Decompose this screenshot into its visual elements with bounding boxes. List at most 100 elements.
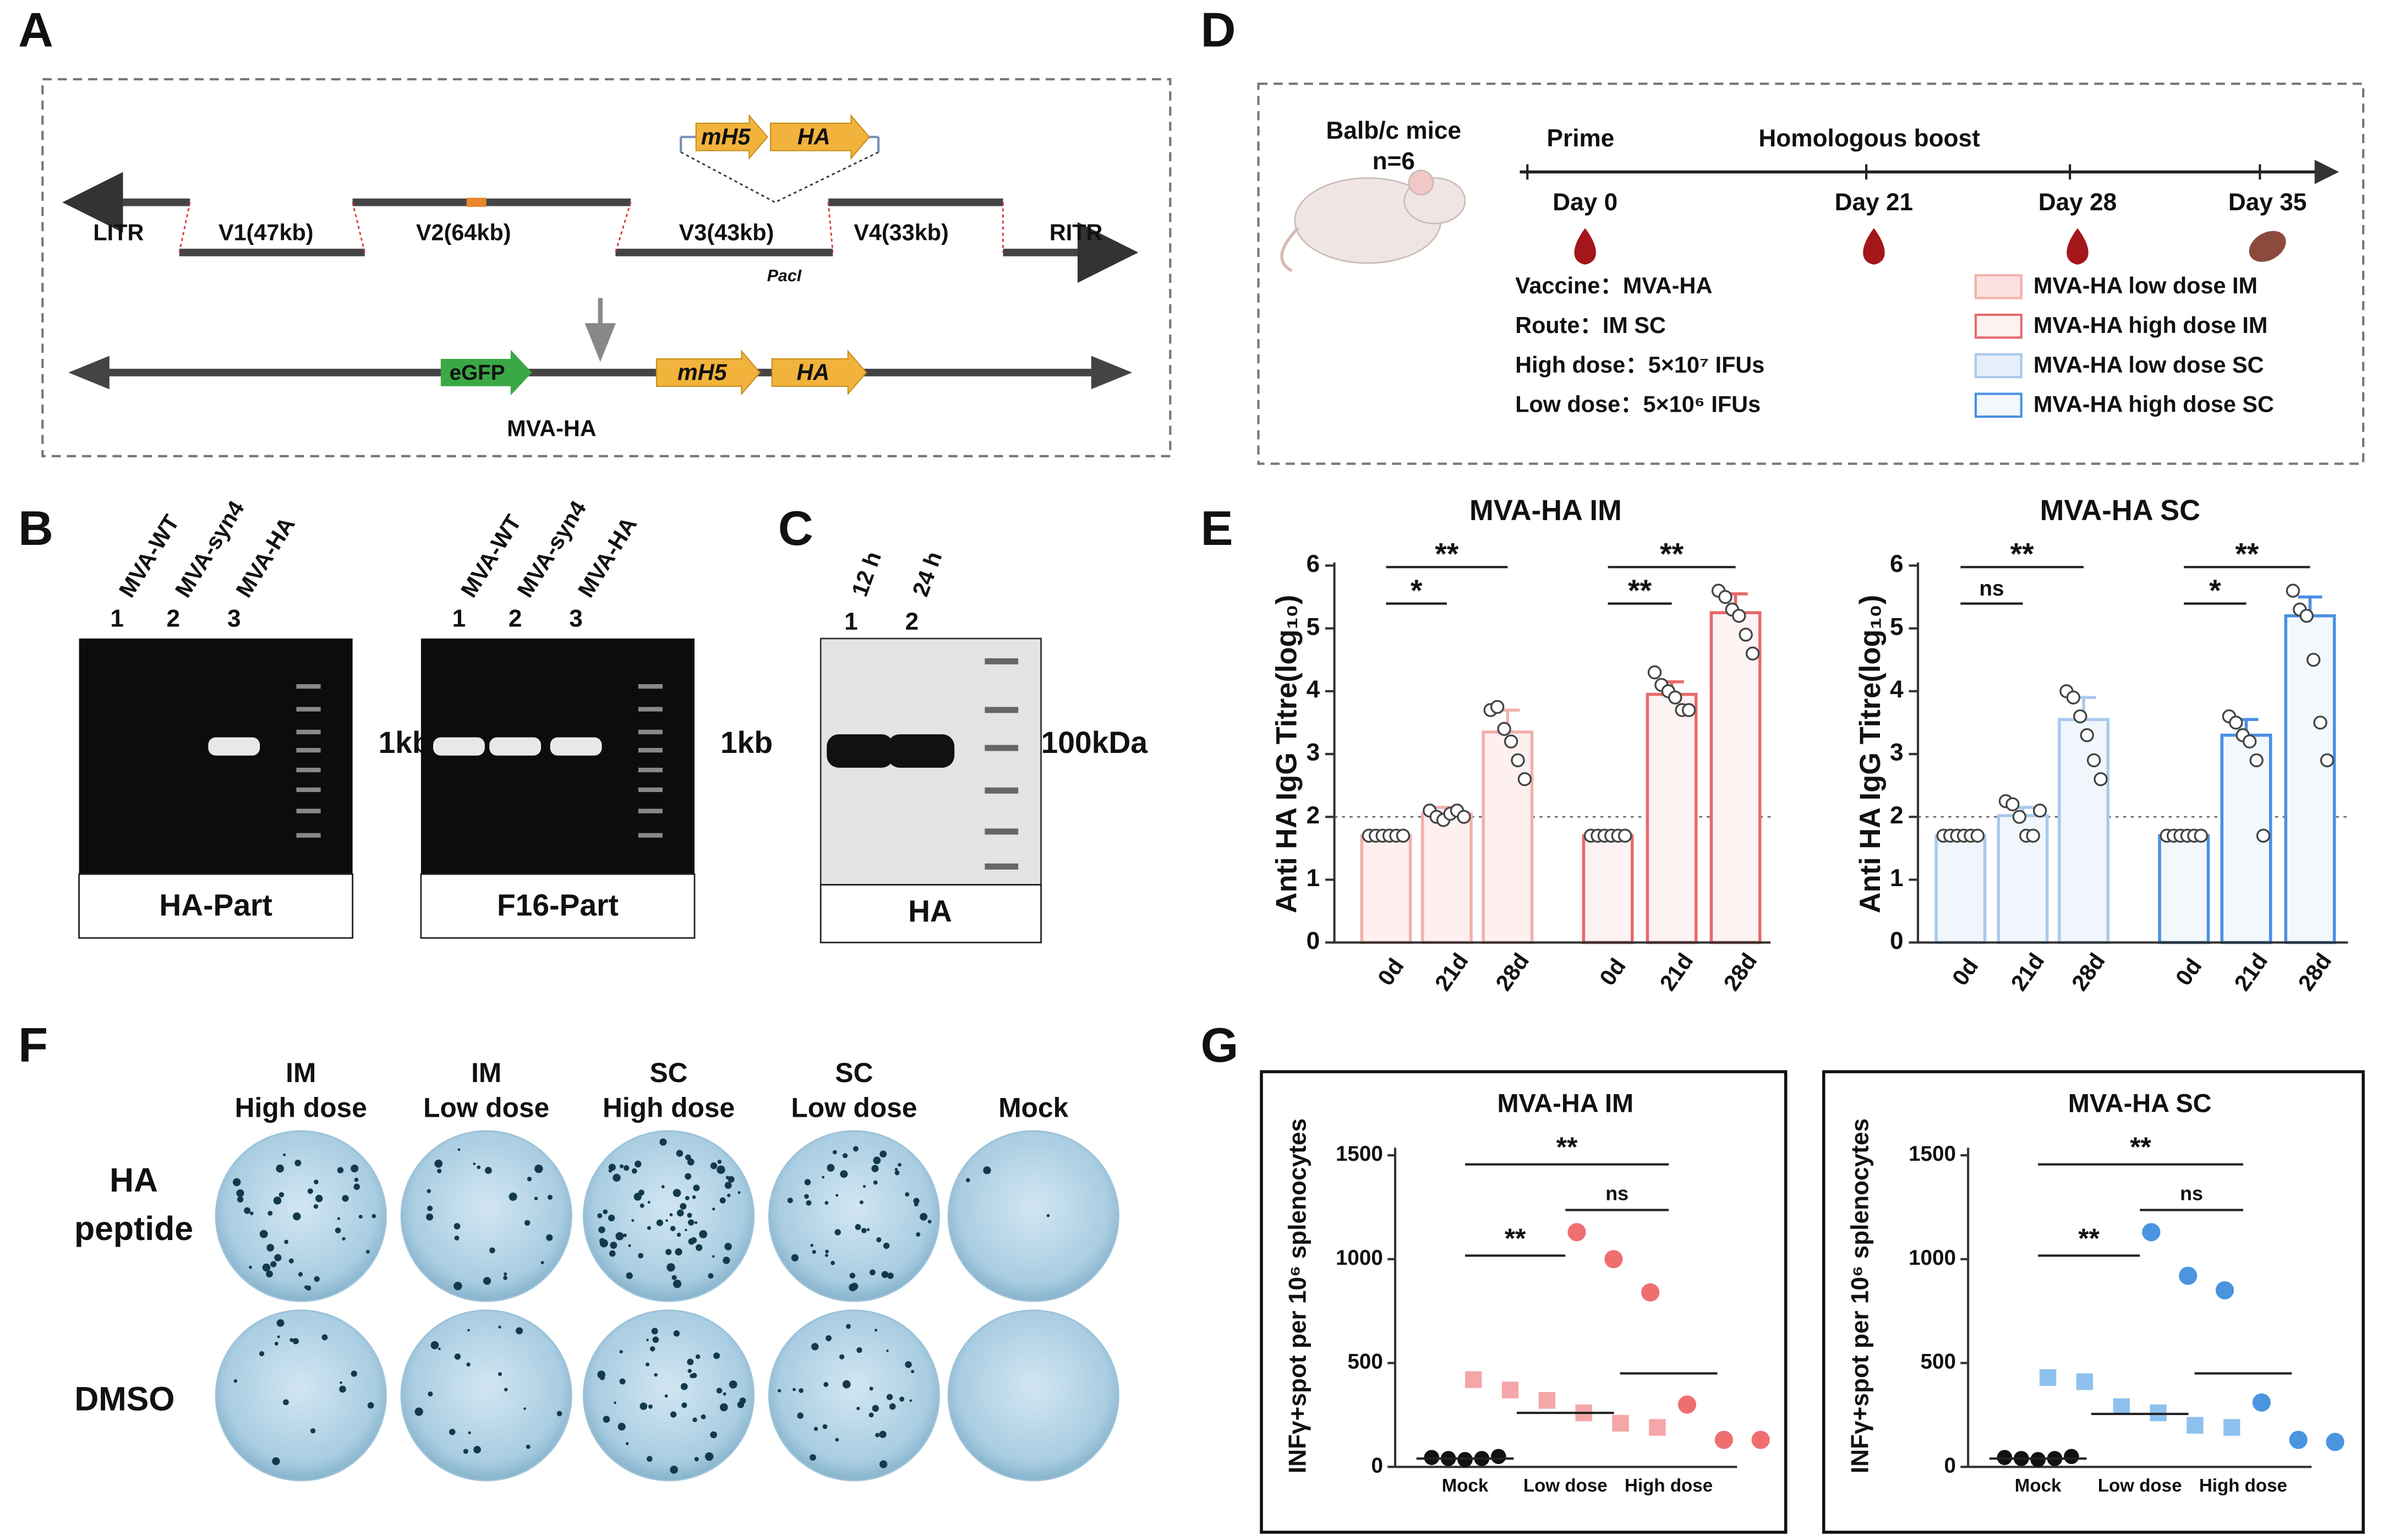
spot: [270, 1261, 277, 1268]
spot: [859, 1200, 863, 1204]
spot: [905, 1361, 912, 1368]
band: [550, 737, 602, 756]
spot: [503, 1275, 507, 1280]
spot: [342, 1237, 346, 1241]
x-tick-label: Mock: [2015, 1476, 2062, 1496]
ladder: [296, 729, 321, 735]
spot: [676, 1209, 684, 1217]
spot: [534, 1164, 543, 1173]
legend-label: MVA-HA low dose SC: [2034, 352, 2264, 378]
spot: [526, 1444, 531, 1449]
data-point: [1491, 1449, 1506, 1465]
data-point: [2289, 1430, 2308, 1449]
spot: [724, 1182, 732, 1189]
spot: [727, 1193, 731, 1198]
blood-drop: [2067, 228, 2089, 265]
spot: [466, 1362, 471, 1367]
spot: [691, 1237, 697, 1243]
spot: [524, 1220, 531, 1226]
spot: [610, 1241, 617, 1249]
data-point: [1618, 828, 1632, 843]
significance-label: **: [2130, 1132, 2151, 1162]
spot: [692, 1417, 697, 1422]
spot: [871, 1165, 879, 1172]
spot: [453, 1281, 462, 1291]
spot: [599, 1238, 605, 1244]
dotted: [774, 151, 879, 203]
spot: [675, 1248, 682, 1256]
data-point: [2142, 1223, 2161, 1242]
spot: [613, 1173, 621, 1182]
y-axis-label: Anti HA IgG Titre(log₁₀): [1855, 595, 1887, 914]
spot: [477, 1165, 481, 1170]
y-axis-label: INFγ+spot per 10⁶ splenocytes: [1285, 1118, 1311, 1473]
lane-number: 2: [905, 608, 919, 635]
column-header: High dose: [603, 1092, 735, 1123]
spot: [670, 1226, 676, 1231]
ladder: [296, 787, 321, 793]
ladder: [638, 707, 663, 712]
spot: [909, 1399, 912, 1402]
spot: [232, 1178, 241, 1187]
spot: [889, 1403, 896, 1410]
spot: [485, 1167, 492, 1174]
y-tick-label: 0: [1307, 927, 1320, 954]
significance-label: **: [1556, 1132, 1578, 1162]
segment-label: LITR: [93, 220, 144, 245]
mouse-tail: [1280, 227, 1299, 272]
spot: [358, 1215, 363, 1219]
bar: [1420, 812, 1473, 944]
spot: [681, 1402, 687, 1408]
spot: [259, 1230, 268, 1238]
gene-label: HA: [797, 124, 830, 150]
data-point: [2306, 653, 2321, 667]
x-tick-label: 0d: [2171, 954, 2206, 990]
x-tick-label: 0d: [1373, 954, 1408, 990]
down-arrow: [584, 298, 616, 362]
spot: [916, 1232, 921, 1237]
spot: [646, 1456, 653, 1462]
spot: [843, 1153, 848, 1159]
spot: [237, 1196, 244, 1203]
spot: [839, 1354, 845, 1359]
spot: [659, 1138, 667, 1146]
chart-title: MVA-HA SC: [2040, 495, 2200, 527]
panel-a-box: [41, 78, 1172, 457]
legend-label: MVA-HA low dose IM: [2034, 273, 2258, 298]
spot: [716, 1388, 723, 1394]
spot: [638, 1189, 644, 1196]
spot: [233, 1379, 238, 1383]
spot: [608, 1164, 616, 1171]
spot: [620, 1164, 624, 1168]
spot: [598, 1226, 605, 1233]
marker-label: 100kDa: [1041, 725, 1149, 760]
data-point: [2313, 716, 2327, 730]
lane-label: 24 h: [908, 548, 947, 600]
ladder: [296, 833, 321, 838]
well: [215, 1130, 387, 1302]
spot: [640, 1203, 644, 1208]
bar: [1709, 611, 1762, 944]
gene: [695, 114, 769, 160]
data-point: [2286, 583, 2300, 598]
column-header: SC: [650, 1057, 688, 1088]
gene-label: mH5: [677, 360, 728, 385]
spot: [687, 1213, 692, 1218]
significance-label: **: [1628, 574, 1652, 608]
caption-box: [420, 873, 696, 939]
gene-label: mH5: [701, 124, 751, 150]
chart-title: MVA-HA IM: [1469, 495, 1622, 527]
ladder: [985, 787, 1019, 794]
x-tick-label: 21d: [1430, 948, 1473, 995]
spot: [806, 1200, 812, 1206]
spot: [640, 1402, 648, 1410]
spot: [647, 1226, 651, 1230]
y-tick-label: 5: [1307, 613, 1320, 640]
spot: [899, 1396, 905, 1402]
lane-label: 12 h: [847, 548, 887, 600]
spot: [498, 1325, 501, 1329]
x-tick-label: 28d: [1719, 948, 1762, 995]
data-point: [1612, 1415, 1629, 1432]
marker-label: 1kb: [720, 725, 773, 760]
y-tick-label: 1000: [1336, 1246, 1383, 1270]
